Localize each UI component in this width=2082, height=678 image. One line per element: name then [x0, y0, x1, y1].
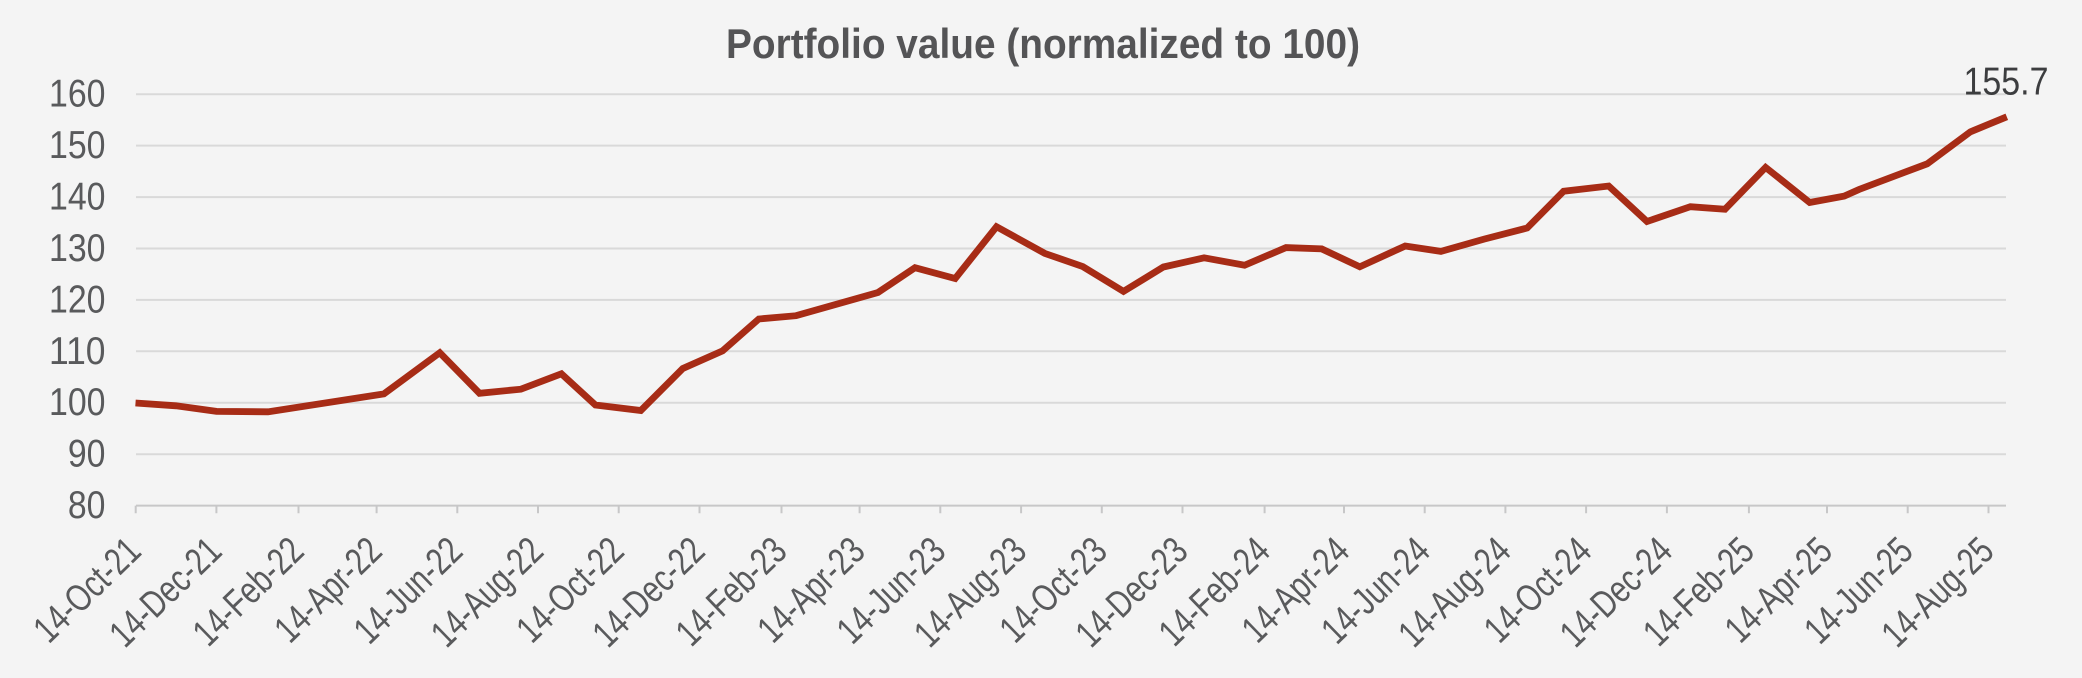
svg-text:140: 140	[49, 176, 106, 219]
svg-text:90: 90	[68, 433, 106, 476]
svg-text:130: 130	[49, 227, 106, 270]
svg-text:100: 100	[49, 381, 106, 424]
svg-text:80: 80	[68, 484, 106, 527]
svg-text:120: 120	[49, 278, 106, 321]
svg-text:160: 160	[49, 73, 106, 116]
svg-text:155.7: 155.7	[1964, 61, 2049, 104]
svg-text:150: 150	[49, 124, 106, 167]
svg-text:Portfolio value (normalized to: Portfolio value (normalized to 100)	[726, 20, 1360, 67]
svg-text:110: 110	[49, 330, 106, 373]
